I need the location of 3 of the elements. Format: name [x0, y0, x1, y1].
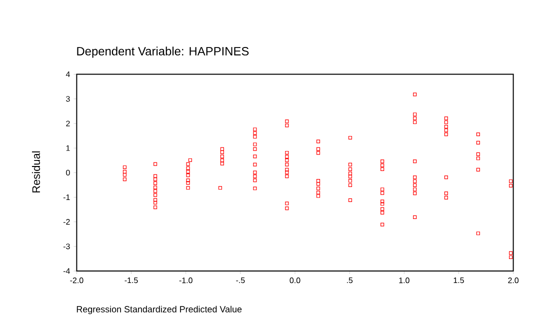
x-axis-title: Regression Standardized Predicted Value: [76, 306, 242, 314]
y-axis-title: Residual: [32, 151, 40, 192]
chart-title: Dependent Variable: HAPPINES: [77, 46, 249, 58]
